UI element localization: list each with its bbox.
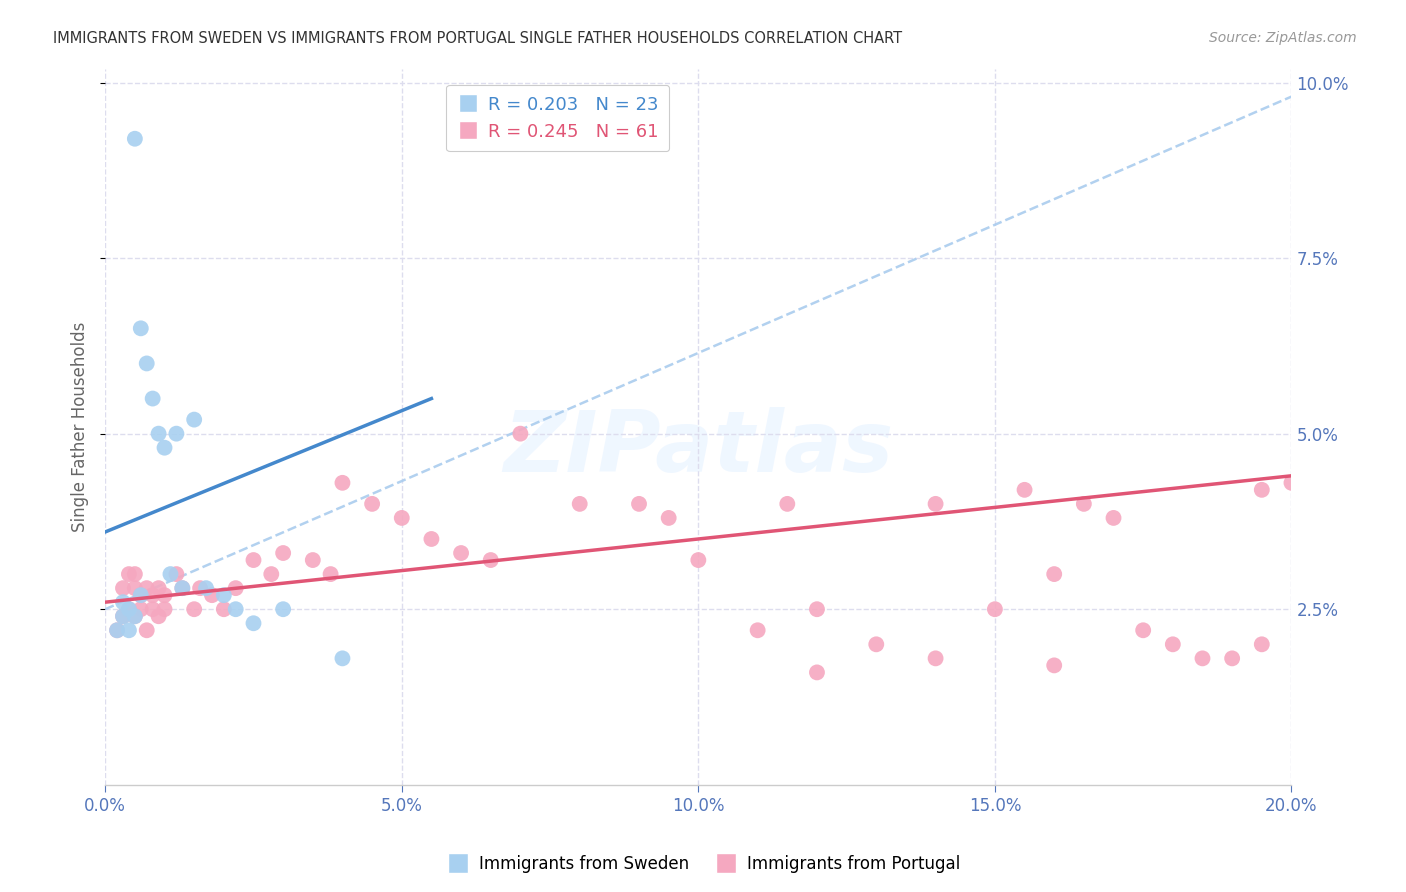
Point — [159, 567, 181, 582]
Point — [450, 546, 472, 560]
Point — [1281, 475, 1303, 490]
Point — [332, 651, 354, 665]
Point — [124, 581, 146, 595]
Point — [201, 588, 224, 602]
Point — [124, 567, 146, 582]
Point — [806, 665, 828, 680]
Point — [420, 532, 443, 546]
Point — [188, 581, 211, 595]
Point — [225, 602, 247, 616]
Point — [1191, 651, 1213, 665]
Point — [142, 392, 165, 406]
Point — [153, 441, 176, 455]
Legend: R = 0.203   N = 23, R = 0.245   N = 61: R = 0.203 N = 23, R = 0.245 N = 61 — [446, 85, 669, 152]
Point — [165, 567, 187, 582]
Point — [153, 602, 176, 616]
Point — [129, 588, 152, 602]
Point — [124, 609, 146, 624]
Point — [1132, 624, 1154, 638]
Point — [242, 616, 264, 631]
Point — [776, 497, 799, 511]
Point — [1043, 658, 1066, 673]
Text: IMMIGRANTS FROM SWEDEN VS IMMIGRANTS FROM PORTUGAL SINGLE FATHER HOUSEHOLDS CORR: IMMIGRANTS FROM SWEDEN VS IMMIGRANTS FRO… — [53, 31, 903, 46]
Point — [135, 624, 157, 638]
Point — [111, 609, 134, 624]
Point — [124, 609, 146, 624]
Point — [165, 426, 187, 441]
Point — [118, 602, 141, 616]
Point — [118, 602, 141, 616]
Point — [148, 581, 170, 595]
Point — [1250, 637, 1272, 651]
Point — [260, 567, 283, 582]
Point — [984, 602, 1007, 616]
Point — [658, 511, 681, 525]
Point — [118, 567, 141, 582]
Point — [1161, 637, 1184, 651]
Point — [212, 588, 235, 602]
Point — [271, 602, 294, 616]
Point — [568, 497, 591, 511]
Point — [391, 511, 413, 525]
Point — [509, 426, 531, 441]
Point — [148, 426, 170, 441]
Point — [361, 497, 384, 511]
Point — [142, 588, 165, 602]
Point — [172, 581, 194, 595]
Point — [1073, 497, 1095, 511]
Point — [111, 581, 134, 595]
Point — [183, 602, 205, 616]
Point — [111, 609, 134, 624]
Point — [1014, 483, 1036, 497]
Point — [332, 475, 354, 490]
Point — [129, 602, 152, 616]
Point — [135, 581, 157, 595]
Point — [225, 581, 247, 595]
Point — [688, 553, 710, 567]
Point — [865, 637, 887, 651]
Point — [183, 412, 205, 426]
Point — [105, 624, 128, 638]
Point — [129, 588, 152, 602]
Point — [1250, 483, 1272, 497]
Point — [479, 553, 502, 567]
Point — [105, 624, 128, 638]
Y-axis label: Single Father Households: Single Father Households — [72, 321, 89, 532]
Point — [148, 609, 170, 624]
Point — [153, 588, 176, 602]
Legend: Immigrants from Sweden, Immigrants from Portugal: Immigrants from Sweden, Immigrants from … — [439, 848, 967, 880]
Point — [195, 581, 218, 595]
Point — [1043, 567, 1066, 582]
Point — [319, 567, 342, 582]
Point — [271, 546, 294, 560]
Point — [142, 602, 165, 616]
Point — [212, 602, 235, 616]
Point — [1220, 651, 1243, 665]
Point — [111, 595, 134, 609]
Point — [1102, 511, 1125, 525]
Point — [172, 581, 194, 595]
Text: Source: ZipAtlas.com: Source: ZipAtlas.com — [1209, 31, 1357, 45]
Point — [806, 602, 828, 616]
Point — [747, 624, 769, 638]
Point — [924, 651, 946, 665]
Point — [627, 497, 650, 511]
Point — [242, 553, 264, 567]
Point — [135, 356, 157, 370]
Point — [301, 553, 323, 567]
Text: ZIPatlas: ZIPatlas — [503, 407, 893, 490]
Point — [118, 624, 141, 638]
Point — [129, 321, 152, 335]
Point — [924, 497, 946, 511]
Point — [124, 132, 146, 146]
